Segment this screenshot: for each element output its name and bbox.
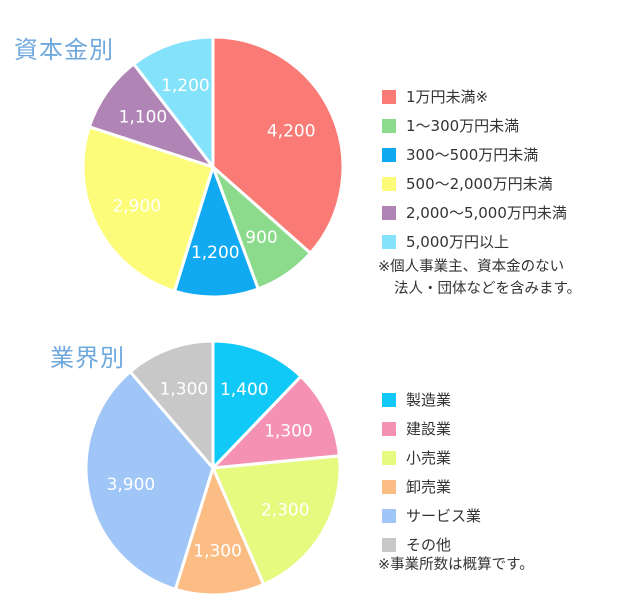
capital-legend-item: 1万円未満※	[382, 82, 567, 111]
capital-legend-item: 500～2,000万円未満	[382, 169, 567, 198]
industry-legend-swatch	[382, 508, 396, 523]
capital-slice-label-3: 2,900	[112, 197, 161, 217]
capital-slice-2	[173, 165, 260, 299]
capital-legend-swatch	[382, 176, 396, 191]
section-title-industry: 業界別	[50, 344, 125, 372]
capital-slice-label-2: 1,200	[191, 243, 240, 263]
capital-legend-label: 1万円未満※	[406, 88, 489, 106]
capital-legend-item: 2,000～5,000万円未満	[382, 198, 567, 227]
industry-legend-item: 小売業	[382, 443, 481, 472]
industry-legend-swatch	[382, 421, 396, 436]
capital-slice-label-5: 1,200	[161, 76, 210, 96]
capital-slice-4	[87, 62, 215, 169]
industry-slice-4	[84, 370, 215, 591]
industry-legend-swatch	[382, 450, 396, 465]
industry-legend: 製造業建設業小売業卸売業サービス業その他	[382, 385, 481, 559]
capital-legend-item: 1～300万円未満	[382, 111, 567, 140]
industry-legend-label: 建設業	[406, 420, 452, 438]
industry-slice-label-0: 1,400	[220, 380, 269, 400]
capital-legend-item: 5,000万円以上	[382, 227, 567, 256]
industry-legend-swatch	[382, 392, 396, 407]
industry-legend-label: その他	[406, 536, 452, 554]
industry-slice-label-2: 2,300	[261, 501, 310, 521]
industry-legend-label: 製造業	[406, 391, 452, 409]
industry-legend-item: その他	[382, 530, 481, 559]
capital-slice-0	[211, 35, 345, 255]
capital-legend-label: 500～2,000万円未満	[406, 175, 553, 193]
capital-slice-3	[81, 125, 215, 293]
industry-slice-label-3: 1,300	[193, 542, 242, 562]
industry-slice-3	[173, 466, 266, 597]
capital-legend-swatch	[382, 205, 396, 220]
industry-legend-item: 建設業	[382, 414, 481, 443]
capital-legend-item: 300～500万円未満	[382, 140, 567, 169]
industry-slice-5	[128, 339, 215, 470]
industry-legend-item: 卸売業	[382, 472, 481, 501]
capital-legend-label: 1～300万円未満	[406, 117, 520, 135]
capital-legend-swatch	[382, 234, 396, 249]
capital-slice-5	[132, 35, 215, 169]
industry-slice-2	[211, 454, 342, 586]
industry-note: ※事業所数は概算です。	[378, 557, 534, 573]
capital-legend-label: 5,000万円以上	[406, 233, 509, 251]
industry-legend-swatch	[382, 537, 396, 552]
industry-legend-item: 製造業	[382, 385, 481, 414]
industry-legend-item: サービス業	[382, 501, 481, 530]
industry-slice-1	[211, 374, 341, 470]
industry-legend-label: 卸売業	[406, 478, 452, 496]
capital-note-line2: 法人・団体などを含みます。	[394, 281, 582, 297]
capital-slice-label-4: 1,100	[119, 108, 168, 128]
capital-slice-label-1: 900	[245, 228, 277, 248]
capital-legend-label: 2,000～5,000万円未満	[406, 204, 567, 222]
capital-slice-label-0: 4,200	[267, 122, 316, 142]
capital-note-line1: ※個人事業主、資本金のない	[378, 259, 565, 275]
capital-legend: 1万円未満※ 1～300万円未満 300～500万円未満 500～2,000万円未満 2…	[382, 82, 567, 256]
industry-slice-label-5: 1,300	[160, 379, 209, 399]
capital-legend-swatch	[382, 147, 396, 162]
capital-legend-label: 300～500万円未満	[406, 146, 539, 164]
industry-legend-label: 小売業	[406, 449, 452, 467]
industry-slice-label-1: 1,300	[264, 422, 313, 442]
capital-legend-swatch	[382, 118, 396, 133]
industry-legend-swatch	[382, 479, 396, 494]
section-title-capital: 資本金別	[14, 36, 114, 64]
industry-slice-label-4: 3,900	[107, 475, 156, 495]
capital-legend-swatch	[382, 89, 396, 104]
industry-slice-0	[211, 339, 303, 470]
industry-legend-label: サービス業	[406, 507, 482, 525]
